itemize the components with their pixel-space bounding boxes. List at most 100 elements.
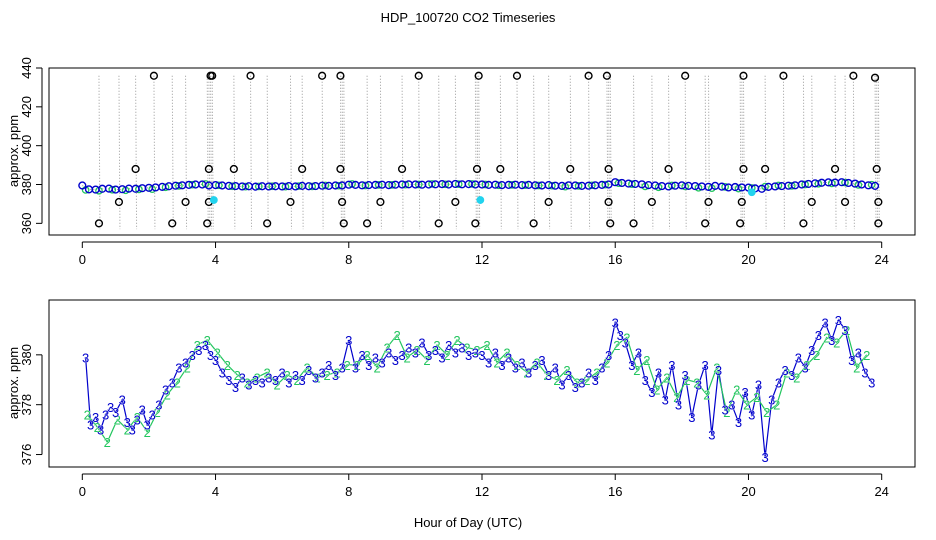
top-secondary-point — [441, 180, 450, 189]
bottom-point-label-3: 3 — [82, 350, 89, 365]
top-flagged-point — [434, 219, 443, 228]
bottom-point-label-2: 2 — [723, 405, 730, 420]
bottom-point-label-3: 3 — [365, 358, 372, 373]
top-flagged-point — [870, 73, 880, 82]
bottom-point-label-3: 3 — [425, 348, 432, 363]
bottom-point-label-2: 2 — [383, 340, 390, 355]
top-secondary-point — [601, 180, 610, 189]
bottom-point-label-3: 3 — [398, 348, 405, 363]
bottom-point-label-2: 2 — [643, 353, 650, 368]
top-secondary-point — [721, 182, 729, 191]
top-flagged-point — [849, 71, 858, 80]
top-flagged-point — [779, 71, 788, 80]
bottom-point-label-3: 3 — [452, 345, 459, 360]
bottom-point-label-2: 2 — [274, 378, 281, 393]
bottom-point-label-3: 3 — [868, 375, 875, 390]
top-y-axis-title: approx. ppm — [6, 115, 21, 187]
top-flagged-point — [704, 197, 713, 207]
bottom-point-label-2: 2 — [733, 383, 740, 398]
top-secondary-point — [508, 181, 516, 189]
top-secondary-point — [228, 182, 237, 191]
main-series-trace — [82, 181, 876, 191]
top-x-tick-label: 24 — [874, 252, 888, 267]
bottom-point-label-3: 3 — [245, 378, 252, 393]
bottom-point-label-3: 3 — [139, 403, 146, 418]
bottom-point-label-2: 2 — [264, 365, 271, 380]
top-flagged-point — [496, 164, 505, 174]
bottom-point-label-3: 3 — [189, 348, 196, 363]
top-secondary-point — [548, 181, 556, 190]
bottom-point-label-2: 2 — [214, 345, 221, 360]
bottom-point-label-3: 3 — [175, 360, 182, 375]
bottom-axes: 0 4 8 12 16 20 24 376 378 380 — [19, 344, 889, 499]
top-flagged-point — [602, 71, 612, 80]
top-flagged-point — [737, 197, 746, 207]
top-flagged-point — [584, 71, 593, 80]
top-flagged-point — [298, 164, 307, 174]
bottom-point-label-3: 3 — [761, 450, 768, 465]
bottom-point-label-3: 3 — [182, 355, 189, 370]
bottom-point-label-3: 3 — [841, 323, 848, 338]
bottom-point-label-3: 3 — [648, 385, 655, 400]
bottom-point-label-3: 3 — [518, 355, 525, 370]
top-secondary-point — [268, 182, 277, 191]
bottom-point-label-3: 3 — [675, 398, 682, 413]
top-flagged-point — [336, 71, 345, 80]
top-flagged-point — [336, 164, 345, 174]
top-data-marks — [78, 71, 883, 228]
bottom-y-tick-label: 380 — [19, 344, 34, 366]
bottom-x-tick-label: 0 — [79, 484, 86, 499]
bottom-point-label-3: 3 — [202, 338, 209, 353]
bottom-point-label-3: 3 — [592, 373, 599, 388]
bottom-point-label-3: 3 — [498, 358, 505, 373]
bottom-point-label-2: 2 — [603, 355, 610, 370]
top-x-tick-label: 20 — [741, 252, 755, 267]
top-secondary-point — [294, 182, 303, 190]
bottom-point-label-3: 3 — [129, 423, 136, 438]
bottom-point-label-3: 3 — [578, 375, 585, 390]
top-flagged-point — [872, 164, 881, 174]
bottom-point-label-2: 2 — [633, 363, 640, 378]
bottom-point-label-3: 3 — [134, 413, 141, 428]
bottom-point-label-3: 3 — [722, 403, 729, 418]
bottom-point-label-3: 3 — [775, 375, 782, 390]
bottom-point-label-2: 2 — [463, 340, 470, 355]
bottom-point-label-2: 2 — [823, 330, 830, 345]
top-secondary-point — [841, 178, 849, 187]
top-flagged-point — [208, 71, 217, 80]
top-secondary-point — [321, 181, 330, 190]
top-flagged-point — [874, 197, 883, 207]
bottom-point-label-2: 2 — [224, 358, 231, 373]
bottom-point-label-3: 3 — [418, 335, 425, 350]
top-flagged-point — [604, 197, 613, 207]
top-flagged-point — [761, 164, 770, 174]
bottom-point-label-2: 2 — [174, 375, 181, 390]
bottom-point-label-3: 3 — [668, 358, 675, 373]
top-flagged-point — [181, 197, 190, 207]
bottom-point-label-3: 3 — [478, 348, 485, 363]
top-y-tick-label: 360 — [19, 212, 34, 234]
top-drop-lines — [82, 75, 880, 230]
bottom-series-line-3 — [85, 318, 873, 458]
top-y-tick-label: 400 — [19, 135, 34, 157]
bottom-point-label-3: 3 — [635, 345, 642, 360]
top-secondary-point — [308, 182, 316, 191]
bottom-point-label-3: 3 — [688, 410, 695, 425]
top-plot-frame — [48, 67, 916, 236]
bottom-point-label-2: 2 — [583, 373, 590, 388]
bottom-point-label-3: 3 — [225, 373, 232, 388]
bottom-point-label-2: 2 — [294, 373, 301, 388]
bottom-point-label-2: 2 — [443, 348, 450, 363]
bottom-point-label-3: 3 — [465, 348, 472, 363]
bottom-plot-frame — [48, 299, 916, 468]
bottom-x-tick-label: 12 — [475, 484, 489, 499]
bottom-point-label-2: 2 — [843, 323, 850, 338]
top-flagged-point — [799, 219, 808, 228]
top-x-tick-label: 12 — [475, 252, 489, 267]
bottom-point-label-3: 3 — [472, 345, 479, 360]
bottom-point-label-3: 3 — [292, 368, 299, 383]
bottom-point-label-2: 2 — [533, 355, 540, 370]
bottom-point-label-3: 3 — [861, 365, 868, 380]
